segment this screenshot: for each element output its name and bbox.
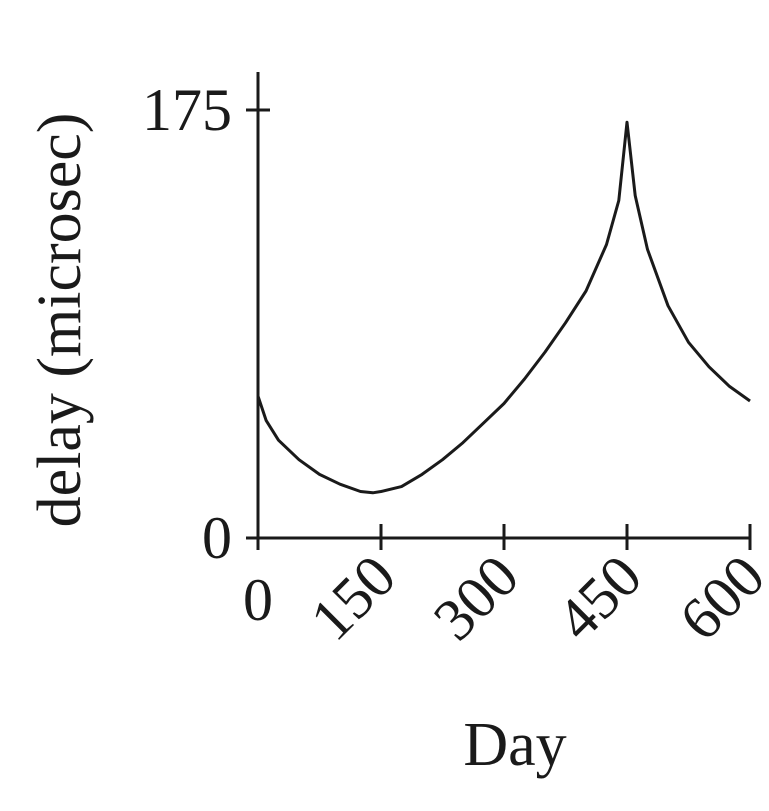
x-tick-label: 0 bbox=[243, 567, 273, 633]
x-tick-label: 450 bbox=[544, 543, 654, 653]
series-line bbox=[256, 120, 751, 495]
x-ticks: 0 150 300 450 600 bbox=[243, 524, 769, 653]
y-ticks: 0 175 bbox=[142, 77, 270, 571]
x-tick-label: 150 bbox=[298, 543, 408, 653]
y-axis-title: delay (microsec) bbox=[26, 113, 94, 528]
x-tick-label: 300 bbox=[421, 543, 531, 653]
x-tick-label: 600 bbox=[667, 543, 769, 653]
y-tick-label: 0 bbox=[202, 505, 232, 571]
y-tick-label: 175 bbox=[142, 77, 232, 143]
x-axis-title: Day bbox=[463, 711, 566, 779]
